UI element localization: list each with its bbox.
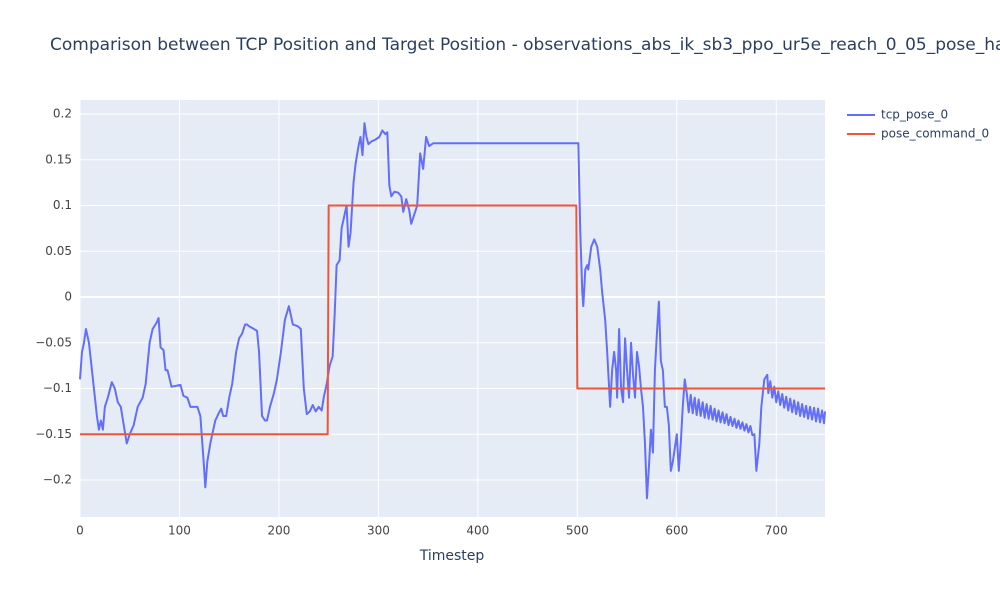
y-tick-label: 0.2 (53, 107, 72, 121)
series-line (79, 122, 826, 500)
x-axis-title: Timestep (419, 548, 485, 564)
x-tick-label: 0 (76, 524, 84, 538)
legend-label: tcp_pose_0 (881, 108, 948, 122)
y-tick-label: 0 (64, 290, 72, 304)
chart-title: Comparison between TCP Position and Targ… (50, 35, 1000, 55)
y-tick-label: 0.15 (45, 152, 72, 166)
y-tick-label: −0.2 (43, 473, 72, 487)
x-tick-label: 600 (665, 524, 688, 538)
y-tick-label: −0.05 (35, 335, 72, 349)
plot-area (80, 100, 825, 517)
x-tick-label: 500 (566, 524, 589, 538)
x-tick-label: 200 (267, 524, 290, 538)
y-tick-label: 0.1 (53, 198, 72, 212)
x-tick-label: 400 (466, 524, 489, 538)
y-tick-label: −0.1 (43, 381, 72, 395)
legend-label: pose_command_0 (881, 127, 989, 141)
y-tick-label: −0.15 (35, 427, 72, 441)
x-tick-label: 300 (367, 524, 390, 538)
x-tick-label: 700 (765, 524, 788, 538)
x-tick-label: 100 (168, 524, 191, 538)
series-line (80, 204, 825, 436)
y-tick-label: 0.05 (45, 244, 72, 258)
